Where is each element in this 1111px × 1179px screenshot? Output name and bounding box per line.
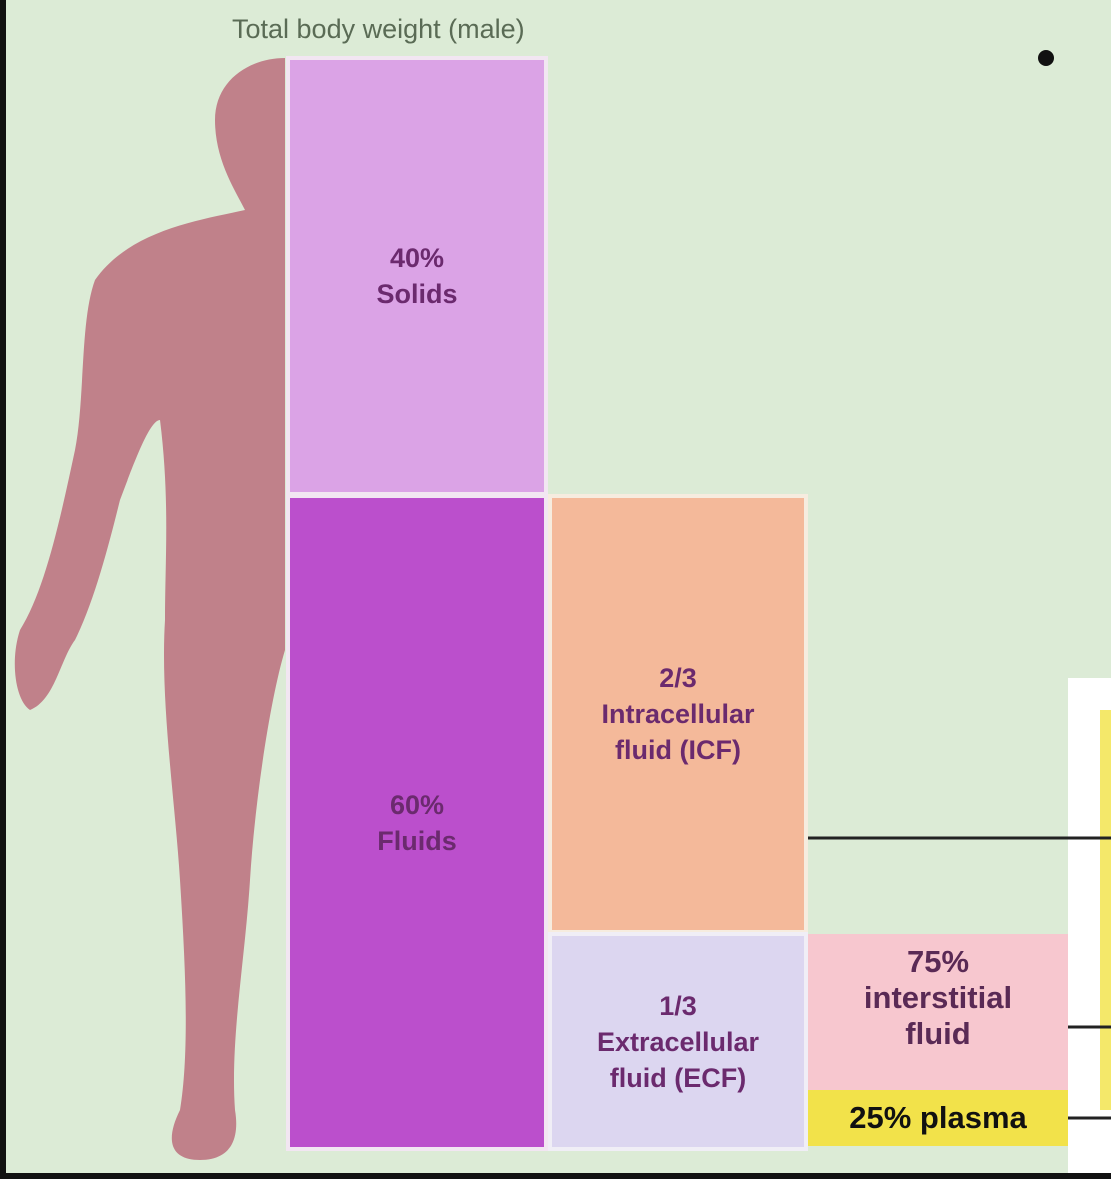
block-label: Fluids — [377, 823, 457, 859]
fluids-block: 60%Fluids — [286, 494, 548, 1151]
block-label: 25% plasma — [849, 1100, 1027, 1136]
body-silhouette — [15, 58, 285, 1160]
block-label: Solids — [376, 276, 457, 312]
bullet — [1038, 50, 1054, 66]
title: Total body weight (male) — [232, 14, 525, 45]
plasma-block: 25% plasma — [808, 1090, 1068, 1146]
block-label: Extracellular — [597, 1024, 759, 1060]
block-label: fluid (ECF) — [610, 1060, 746, 1096]
side-strip — [1100, 710, 1111, 1110]
block-label: 60% — [390, 787, 444, 823]
left-border — [0, 0, 6, 1179]
block-label: 75% — [907, 944, 969, 980]
block-label: fluid (ICF) — [615, 732, 741, 768]
block-label: interstitial — [864, 980, 1012, 1016]
solids-block: 40%Solids — [286, 56, 548, 496]
diagram: Total body weight (male) 40%Solids 60%Fl… — [0, 0, 1111, 1179]
block-label: fluid — [905, 1016, 970, 1052]
block-label: 2/3 — [659, 660, 697, 696]
block-label: 40% — [390, 240, 444, 276]
block-label: Intracellular — [601, 696, 754, 732]
block-label: 1/3 — [659, 988, 697, 1024]
bottom-border — [0, 1173, 1111, 1179]
